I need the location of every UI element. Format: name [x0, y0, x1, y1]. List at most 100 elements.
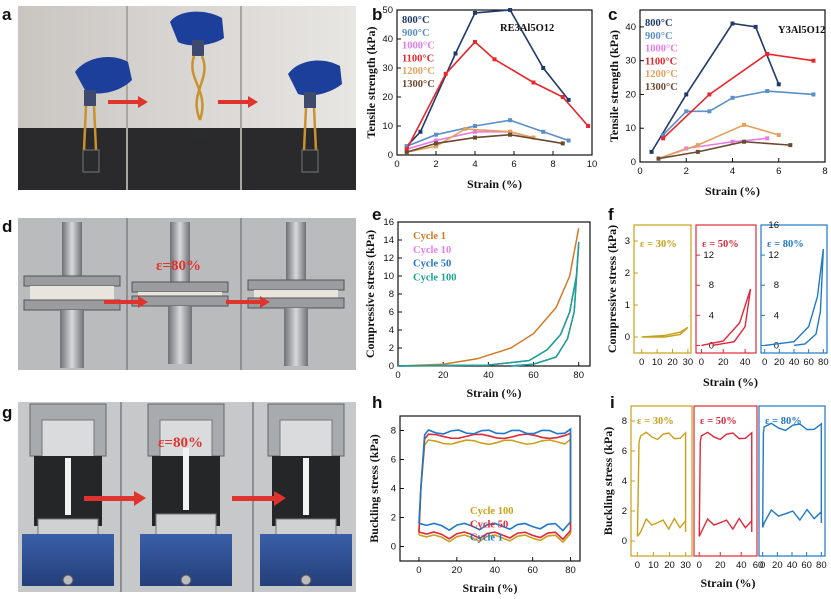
chart-b-series-1-point [508, 118, 513, 123]
compression-rod [170, 222, 190, 284]
chart-e-ytick-label: 6 [389, 307, 394, 318]
chart-c-series-4-point [695, 143, 700, 148]
chart-e-xlabel: Strain (%) [467, 386, 522, 400]
chart-f-sub-2-axes: 0 20 40 60 80 0 4 8 12 16 [760, 220, 829, 368]
chart-i-sub-1-curve [698, 431, 753, 537]
chart-c-series-1-point [684, 109, 689, 114]
chart-c-series-1-point [765, 89, 770, 94]
arrow-icon [232, 491, 286, 506]
chart-b-axes: 0 2 4 6 8 10 0 10 20 30 40 50 [382, 5, 597, 170]
chart-i-xlabel: Strain (%) [701, 576, 756, 590]
chart-h-xtick-label: 60 [527, 565, 538, 576]
chart-b-legend-5: 1300°C [402, 79, 435, 90]
chart-i-sub-2-label: ε = 80% [765, 416, 802, 427]
chart-b-series-3-point [473, 39, 477, 44]
chart-f-sub-1-frame [695, 224, 757, 354]
sample-strip [303, 458, 309, 515]
chart-f-sub-2-ytick-label: 12 [768, 250, 779, 261]
chart-i-sub-2-lead-tick: 60 [753, 560, 764, 571]
chart-e-ylabel: Compressive stress (kPa) [363, 230, 377, 358]
chart-i-sub-2-xtick-label: 60 [801, 560, 812, 571]
chart-b-series-3-point [404, 147, 409, 152]
chart-b-series-0-point [566, 97, 571, 102]
chart-h-ytick-label: 4 [391, 484, 396, 495]
chart-c-xlabel: Strain (%) [705, 184, 760, 198]
compression-plate [247, 279, 345, 291]
chart-i-sub-0-ytick-label: 4 [622, 476, 627, 487]
chart-e-legend-0: Cycle 1 [413, 231, 446, 242]
chart-b-ylabel: Tensile strength (kPa) [364, 26, 378, 138]
chart-c-series-3-point [707, 92, 712, 97]
chart-h-xtick-label: 80 [565, 565, 576, 576]
chart-b-series-5-point [560, 141, 565, 146]
chart-c-ytick-label: 40 [625, 22, 636, 33]
chart-b-series-0-point [418, 129, 423, 134]
chart-i-sub-0-xtick-label: 30 [680, 560, 691, 571]
chart-b-series-3-point [586, 124, 591, 128]
chart-f-sub-0-frame [633, 224, 692, 354]
chart-b-series-0-point [541, 66, 546, 70]
chart-e-cycle-1-line [397, 228, 580, 367]
chart-b-legend-3: 1100°C [402, 53, 434, 64]
panel-label-c: c [608, 5, 617, 24]
chart-h-xtick-label: 0 [416, 565, 421, 576]
chart-h-xlabel: Strain (%) [463, 581, 518, 595]
chart-f-sub-2-xtick-label: 0 [762, 357, 767, 368]
chart-c-series-3-point [661, 136, 666, 141]
chart-b-ytick-label: 50 [382, 5, 393, 16]
chart-h-ytick-label: 2 [391, 513, 396, 524]
chart-c-series-4-line [658, 123, 779, 160]
chart-b-series-4-point [463, 126, 468, 131]
chart-f-sub-1-ytick-label: 12 [703, 250, 714, 261]
chart-c-title: Y3Al5O12 [778, 25, 825, 36]
compression-rod [284, 308, 308, 366]
chart-b-legend-2: 1000°C [402, 41, 435, 52]
chart-c-series-0-point [684, 92, 689, 97]
chart-f-sub-0-ytick-label: 0 [625, 332, 630, 343]
chart-f-sub-1-xtick-label: 40 [740, 357, 751, 368]
chart-f-sub-2-xtick-label: 60 [803, 357, 814, 368]
chart-f-sub-0-xtick-label: 20 [667, 357, 678, 368]
chart-b-series-3-point [560, 95, 565, 99]
chart-e-legend-2: Cycle 50 [413, 259, 451, 270]
chart-e-ytick-label: 0 [389, 361, 394, 372]
chart-b-series-5-point [508, 132, 513, 137]
chart-f-sub-0-xtick-label: 30 [683, 357, 694, 368]
chart-b-series-2-point [434, 138, 438, 143]
chart-b-xtick-label: 6 [511, 159, 516, 170]
chart-h-ytick-label: 6 [391, 455, 396, 466]
chart-e-ytick-label: 14 [383, 235, 394, 246]
chart-c-series-0-point [753, 24, 758, 29]
chart-i-sub-2-xtick-label: 40 [787, 560, 798, 571]
photo-d: ε=80% [18, 218, 356, 370]
chart-i-sub-1-xtick-label: 0 [697, 560, 702, 571]
chart-h-series-2-loop [418, 427, 572, 532]
panel-label-i: i [610, 393, 615, 412]
panel-label-g: g [2, 403, 12, 422]
chart-e-xtick-label: 60 [528, 370, 539, 381]
chart-e-ytick-label: 10 [383, 271, 394, 282]
sample-block [30, 286, 114, 300]
chart-c-legend-4: 1200°C [645, 69, 678, 80]
chart-c-series-5-point [742, 139, 747, 144]
grip-jaw [41, 419, 95, 461]
chart-f-sub-2-label: ε = 80% [767, 239, 804, 250]
chart-i-sub-2-xtick-label: 20 [772, 560, 783, 571]
chart-c-series-5-line [658, 140, 791, 160]
chart-f-sub-2-ytick-label: 16 [768, 220, 779, 231]
chart-c-series-3-point [811, 58, 816, 63]
chart-i-ylabel: Buckling stress (kPa) [601, 427, 615, 535]
chart-c-xtick-label: 8 [822, 166, 827, 177]
panel-label-d: d [2, 217, 12, 236]
chart-b-series-5-point [404, 150, 409, 155]
chart-f-sub-1-xtick-label: 0 [699, 357, 704, 368]
chart-f-ylabel: Compressive stress (kPa) [605, 225, 619, 353]
chart-e-series-3-loop [397, 243, 580, 367]
chart-f-sub-1-label: ε = 50% [702, 239, 739, 250]
chart-i-sub-0-ytick-label: 0 [622, 536, 627, 547]
chart-b-series-3-point [531, 80, 536, 85]
chart-h-series-1-loop [418, 432, 572, 541]
chart-c-xtick-label: 2 [684, 166, 689, 177]
chart-f-xlabel: Strain (%) [703, 375, 758, 389]
chart-b-legend-0: 800°C [402, 15, 430, 26]
